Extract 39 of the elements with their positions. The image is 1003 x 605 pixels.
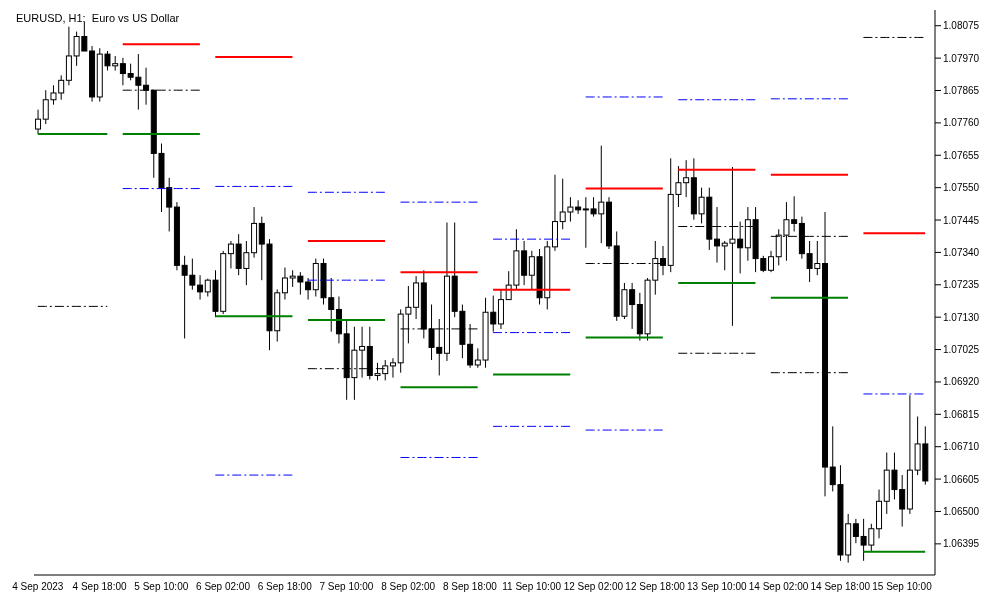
candlestick (660, 245, 666, 276)
y-tick-label: 1.07970 (943, 52, 980, 64)
x-tick-label: 12 Sep 18:00 (625, 581, 686, 593)
x-tick-label: 4 Sep 2023 (12, 581, 64, 593)
x-tick-label: 6 Sep 18:00 (257, 581, 313, 593)
y-tick-label: 1.07445 (943, 214, 980, 226)
x-tick-label: 8 Sep 18:00 (442, 581, 498, 593)
candlestick (281, 267, 288, 301)
y-tick-label: 1.06920 (943, 376, 980, 388)
y-tick-label: 1.06500 (943, 506, 980, 518)
y-tick-label: 1.07235 (943, 279, 980, 291)
x-tick-label: 13 Sep 10:00 (687, 581, 748, 593)
x-tick-label: 14 Sep 18:00 (810, 581, 871, 593)
y-tick-label: 1.06815 (943, 408, 980, 420)
y-tick-label: 1.07025 (943, 344, 980, 356)
y-tick-label: 1.07760 (943, 117, 980, 129)
chart-title: EURUSD, H1: Euro vs US Dollar (16, 12, 180, 24)
y-tick-label: 1.06710 (943, 441, 980, 453)
candlestick (714, 206, 721, 264)
x-tick-label: 7 Sep 10:00 (319, 581, 374, 593)
y-tick-label: 1.07865 (943, 85, 980, 97)
x-tick-label: 5 Sep 10:00 (134, 581, 189, 593)
y-tick-label: 1.06605 (943, 473, 980, 485)
x-tick-label: 15 Sep 10:00 (872, 581, 933, 593)
x-tick-label: 12 Sep 02:00 (563, 581, 624, 593)
x-tick-label: 14 Sep 02:00 (748, 581, 809, 593)
x-tick-label: 8 Sep 02:00 (381, 581, 436, 593)
y-tick-label: 1.07130 (943, 311, 980, 323)
x-tick-label: 6 Sep 02:00 (196, 581, 251, 593)
y-tick-label: 1.08075 (943, 20, 980, 32)
candlestick (768, 250, 775, 273)
candlestick (35, 109, 42, 135)
y-tick-label: 1.07340 (943, 246, 980, 258)
candlestick (389, 357, 396, 379)
x-tick-label: 4 Sep 18:00 (72, 581, 127, 593)
y-tick-label: 1.07655 (943, 149, 980, 161)
y-tick-label: 1.06395 (943, 538, 980, 550)
y-tick-label: 1.07550 (943, 182, 980, 194)
x-tick-label: 11 Sep 10:00 (502, 581, 562, 593)
